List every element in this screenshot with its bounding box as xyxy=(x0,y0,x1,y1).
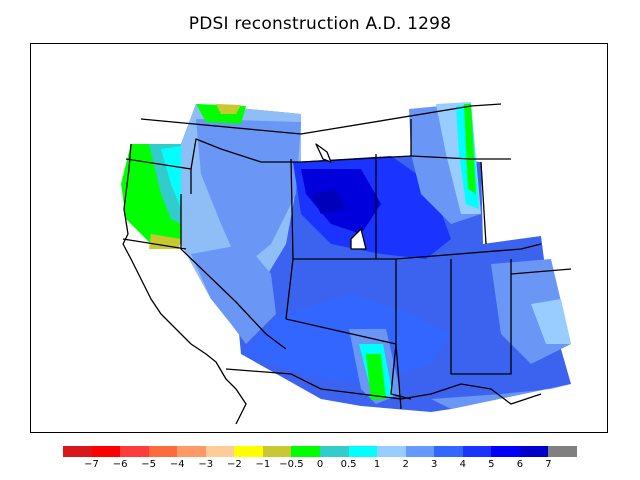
legend-swatch xyxy=(377,446,407,457)
map-title: PDSI reconstruction A.D. 1298 xyxy=(188,14,452,34)
legend-tick-label: 5 xyxy=(488,459,495,470)
legend-tick-label: −1 xyxy=(255,459,271,470)
legend-swatch xyxy=(177,446,207,457)
legend-swatch xyxy=(462,446,492,457)
legend-swatch xyxy=(148,446,178,457)
legend-swatch xyxy=(291,446,321,457)
legend-tick-label: 3 xyxy=(431,459,438,470)
legend-tick-label: 0 xyxy=(316,459,324,470)
legend-tick-label: 0.5 xyxy=(340,459,357,470)
legend-swatch xyxy=(434,446,464,457)
legend-tick-label: 1 xyxy=(373,459,381,470)
legend-swatch xyxy=(548,446,578,457)
legend-tick-label: 6 xyxy=(516,459,524,470)
legend-tick-label: −3 xyxy=(198,459,214,470)
legend-tick-label: −0.5 xyxy=(279,459,304,470)
legend-swatch xyxy=(320,446,350,457)
legend-tick-label: −6 xyxy=(112,459,128,470)
legend-swatch xyxy=(120,446,150,457)
legend-tick-label: −5 xyxy=(141,459,157,470)
legend-swatch xyxy=(234,446,264,457)
legend-swatch xyxy=(205,446,235,457)
legend-swatch xyxy=(348,446,378,457)
color-legend: −7 −6 −5 −4 −3 −2 −1 −0.5 0 0.5 1 2 3 4 5 6 7 xyxy=(63,446,578,476)
legend-swatch xyxy=(405,446,435,457)
legend-swatch xyxy=(519,446,549,457)
boundaries xyxy=(122,103,572,425)
pdsi-field xyxy=(121,102,571,412)
legend-swatch xyxy=(262,446,292,457)
map-frame xyxy=(30,43,608,433)
legend-tick-label: 2 xyxy=(402,459,409,470)
legend-tick-label: 7 xyxy=(545,459,552,470)
legend-tick-label: −4 xyxy=(169,459,185,470)
legend-swatch xyxy=(491,446,521,457)
legend-tick-label: −2 xyxy=(226,459,242,470)
legend-tick-label: −7 xyxy=(84,459,99,470)
pdsi-map xyxy=(121,102,572,425)
legend-tick-label: 4 xyxy=(459,459,466,470)
legend-swatch xyxy=(63,446,93,457)
legend-swatch xyxy=(91,446,121,457)
